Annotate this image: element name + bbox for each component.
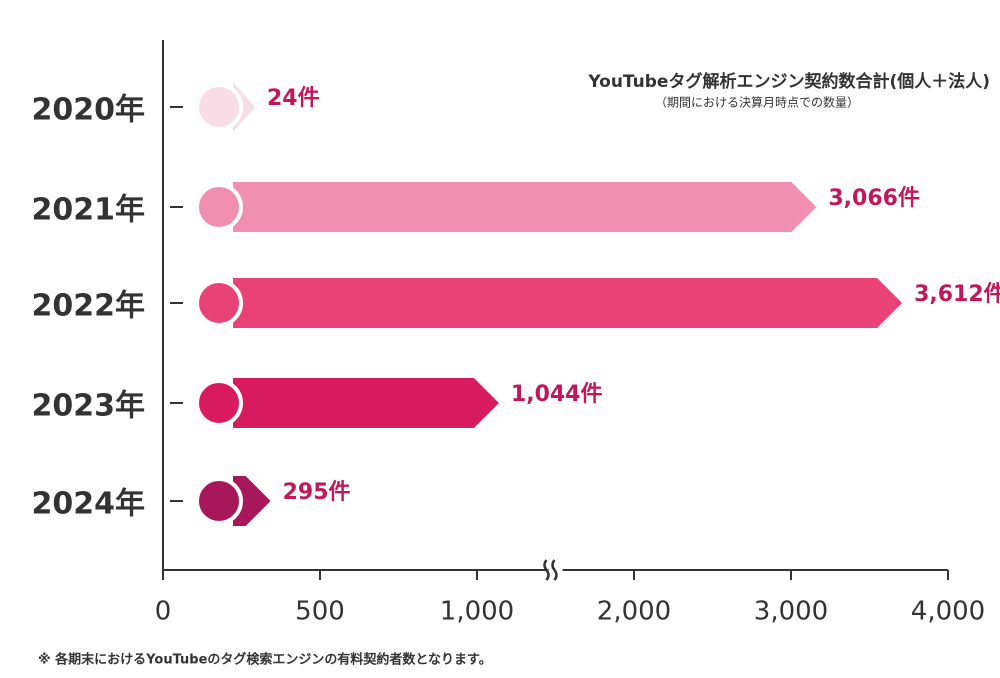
- value-label: 3,612件: [914, 282, 1000, 307]
- bar-cap: [195, 477, 243, 525]
- x-tick-label: 3,000: [754, 597, 828, 627]
- chart-title: YouTubeタグ解析エンジン契約数合計(個人＋法人): [587, 71, 990, 92]
- bar: [233, 182, 817, 232]
- axis-break: [543, 559, 550, 581]
- value-label: 3,066件: [828, 186, 920, 211]
- bar: [233, 278, 903, 328]
- value-label: 295件: [283, 480, 351, 505]
- x-tick-label: 500: [295, 597, 345, 627]
- y-tick-label: 2022年: [32, 289, 146, 324]
- bar-cap: [195, 183, 243, 231]
- y-tick-label: 2024年: [32, 487, 146, 522]
- bar-cap: [195, 379, 243, 427]
- chart-subtitle: （期間における決算月時点での数量）: [655, 95, 859, 110]
- x-tick-label: 2,000: [597, 597, 671, 627]
- x-tick-label: 0: [155, 597, 172, 627]
- value-label: 1,044件: [511, 382, 603, 407]
- y-tick-label: 2021年: [32, 193, 146, 228]
- bar-cap: [195, 83, 243, 131]
- x-tick-label: 1,000: [440, 597, 514, 627]
- footnote: ※ 各期末におけるYouTubeのタグ検索エンジンの有料契約者数となります。: [38, 652, 492, 668]
- bar: [233, 378, 499, 428]
- bar-cap: [195, 279, 243, 327]
- y-tick-label: 2023年: [32, 389, 146, 424]
- bar: [233, 476, 271, 526]
- value-label: 24件: [267, 86, 320, 111]
- x-tick-label: 4,000: [911, 597, 985, 627]
- axis-break: [551, 559, 558, 581]
- y-tick-label: 2020年: [32, 93, 146, 128]
